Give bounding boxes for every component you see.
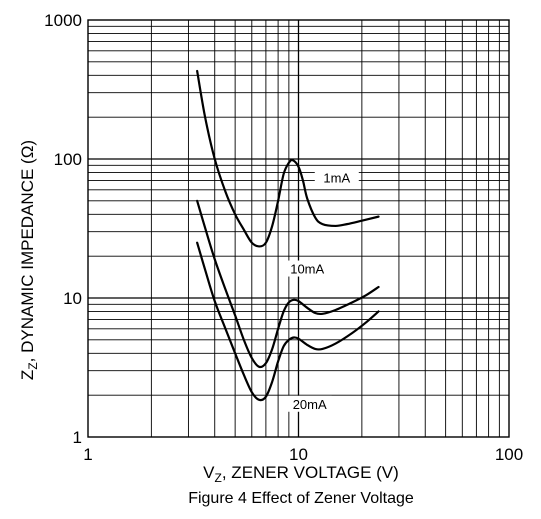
y-axis-title-rest: , DYNAMIC IMPEDANCE (Ω) bbox=[18, 140, 37, 362]
x-axis-title-sub: Z bbox=[215, 471, 222, 485]
x-axis-title: VZ, ZENER VOLTAGE (V) bbox=[203, 463, 399, 485]
y-tick-label: 100 bbox=[54, 150, 82, 169]
y-tick-label: 1000 bbox=[44, 11, 82, 30]
y-axis-title-main: Z bbox=[18, 370, 37, 380]
y-axis-title: ZZ, DYNAMIC IMPEDANCE (Ω) bbox=[18, 140, 40, 380]
curve-label-10ma: 10mA bbox=[290, 262, 324, 277]
y-tick-labels: 1 10 100 1000 bbox=[44, 11, 82, 447]
plot-frame bbox=[87, 19, 510, 438]
x-tick-label: 10 bbox=[289, 445, 308, 464]
x-tick-label: 100 bbox=[495, 445, 523, 464]
x-axis-title-main: V bbox=[203, 463, 215, 482]
curve-label-background bbox=[285, 260, 330, 277]
x-axis-title-rest: , ZENER VOLTAGE (V) bbox=[222, 463, 399, 482]
series-line-10ma bbox=[196, 199, 380, 369]
figure-caption: Figure 4 Effect of Zener Voltage bbox=[188, 490, 414, 507]
series-line-1ma bbox=[196, 69, 380, 248]
y-tick-label: 1 bbox=[73, 428, 82, 447]
series-line-20ma bbox=[196, 241, 380, 402]
curve-label-1ma: 1mA bbox=[323, 171, 350, 186]
curve-label-background bbox=[314, 169, 359, 186]
x-tick-labels: 1 10 100 bbox=[83, 445, 523, 464]
major-gridlines bbox=[88, 20, 509, 437]
curve-label-background bbox=[287, 395, 332, 412]
curve-labels: 1mA 10mA 20mA bbox=[285, 169, 359, 412]
data-series bbox=[196, 69, 380, 402]
y-axis-title-sub: Z bbox=[26, 362, 40, 369]
y-tick-label: 10 bbox=[63, 289, 82, 308]
curve-label-20ma: 20mA bbox=[293, 397, 327, 412]
x-tick-label: 1 bbox=[83, 445, 92, 464]
